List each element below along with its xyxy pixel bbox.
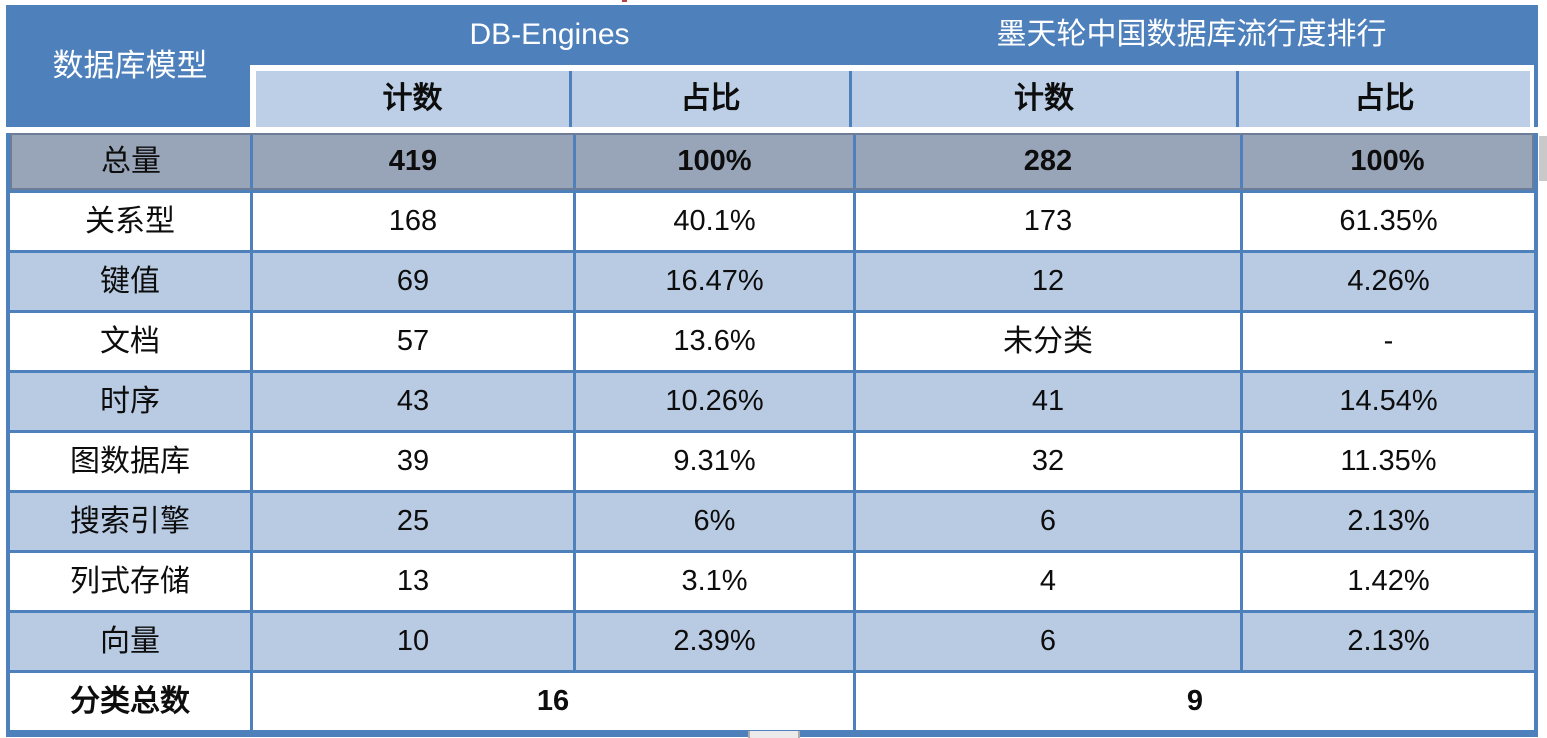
table-row-category-totals: 分类总数 16 9 (10, 670, 1534, 730)
db-count-cell: 43 (250, 373, 573, 430)
mtl-count-cell: 4 (853, 553, 1240, 610)
database-model-comparison-table: 数据库模型 DB-Engines 墨天轮中国数据库流行度排行 计数 占比 计数 … (6, 5, 1538, 737)
mtl-share-cell: 14.54% (1240, 373, 1534, 430)
mtl-share-cell: 61.35% (1240, 193, 1534, 250)
row-gap (6, 127, 1538, 133)
row-label-cell: 键值 (10, 253, 250, 310)
db-share-cell: 40.1% (573, 193, 853, 250)
header-gap (250, 65, 1534, 71)
group-header-row: DB-Engines 墨天轮中国数据库流行度排行 (250, 5, 1534, 65)
mtl-share-cell: 4.26% (1240, 253, 1534, 310)
subheader-row: 计数 占比 计数 占比 (250, 71, 1534, 127)
mtl-share-cell: 11.35% (1240, 433, 1534, 490)
mtl-share-cell: 1.42% (1240, 553, 1534, 610)
db-share-cell: 9.31% (573, 433, 853, 490)
db-share-cell: 100% (573, 135, 853, 188)
row-label-cell: 分类总数 (10, 673, 250, 730)
vertical-scrollbar-thumb[interactable] (1539, 136, 1547, 181)
mtl-count-cell: 未分类 (853, 313, 1240, 370)
subheader-db-count: 计数 (250, 71, 569, 127)
header-right-block: DB-Engines 墨天轮中国数据库流行度排行 计数 占比 计数 占比 (250, 5, 1534, 127)
table-row: 列式存储 13 3.1% 4 1.42% (10, 550, 1534, 610)
row-label-cell: 关系型 (10, 193, 250, 250)
mtl-count-cell: 32 (853, 433, 1240, 490)
subheader-db-share: 占比 (569, 71, 849, 127)
red-line-artifact (622, 0, 627, 2)
corner-header-cell: 数据库模型 (10, 5, 250, 127)
db-count-cell: 10 (250, 613, 573, 670)
mtl-share-cell: 2.13% (1240, 613, 1534, 670)
db-share-cell: 10.26% (573, 373, 853, 430)
mtl-count-cell: 6 (853, 493, 1240, 550)
db-share-cell: 6% (573, 493, 853, 550)
db-count-cell: 13 (250, 553, 573, 610)
db-count-cell: 168 (250, 193, 573, 250)
row-label-cell: 时序 (10, 373, 250, 430)
db-count-cell: 57 (250, 313, 573, 370)
db-count-cell: 419 (250, 135, 573, 188)
mtl-share-cell: 2.13% (1240, 493, 1534, 550)
table-row: 键值 69 16.47% 12 4.26% (10, 250, 1534, 310)
table-row: 图数据库 39 9.31% 32 11.35% (10, 430, 1534, 490)
row-label-cell: 文档 (10, 313, 250, 370)
db-share-cell: 13.6% (573, 313, 853, 370)
mtl-share-cell: 100% (1240, 135, 1532, 188)
horizontal-scrollbar-thumb[interactable] (748, 731, 800, 738)
db-category-total-cell: 16 (250, 673, 853, 730)
row-label-cell: 向量 (10, 613, 250, 670)
mtl-count-cell: 41 (853, 373, 1240, 430)
mtl-count-cell: 173 (853, 193, 1240, 250)
row-label-cell: 列式存储 (10, 553, 250, 610)
db-share-cell: 3.1% (573, 553, 853, 610)
table-header: 数据库模型 DB-Engines 墨天轮中国数据库流行度排行 计数 占比 计数 … (10, 5, 1534, 127)
db-share-cell: 16.47% (573, 253, 853, 310)
table-row-total: 总量 419 100% 282 100% (10, 133, 1534, 190)
row-label-cell: 图数据库 (10, 433, 250, 490)
table-row: 关系型 168 40.1% 173 61.35% (10, 190, 1534, 250)
row-label-cell: 总量 (12, 135, 250, 188)
table-row: 文档 57 13.6% 未分类 - (10, 310, 1534, 370)
row-label-cell: 搜索引擎 (10, 493, 250, 550)
table-row: 搜索引擎 25 6% 6 2.13% (10, 490, 1534, 550)
mtl-share-cell: - (1240, 313, 1534, 370)
group-header-db-engines: DB-Engines (469, 18, 630, 51)
mtl-count-cell: 6 (853, 613, 1240, 670)
table-row: 时序 43 10.26% 41 14.54% (10, 370, 1534, 430)
db-share-cell: 2.39% (573, 613, 853, 670)
subheader-mtl-share: 占比 (1236, 71, 1530, 127)
group-header-modb: 墨天轮中国数据库流行度排行 (996, 17, 1387, 52)
db-count-cell: 25 (250, 493, 573, 550)
db-count-cell: 39 (250, 433, 573, 490)
db-count-cell: 69 (250, 253, 573, 310)
subheader-mtl-count: 计数 (849, 71, 1236, 127)
mtl-count-cell: 282 (853, 135, 1240, 188)
mtl-category-total-cell: 9 (853, 673, 1534, 730)
mtl-count-cell: 12 (853, 253, 1240, 310)
table-row: 向量 10 2.39% 6 2.13% (10, 610, 1534, 670)
